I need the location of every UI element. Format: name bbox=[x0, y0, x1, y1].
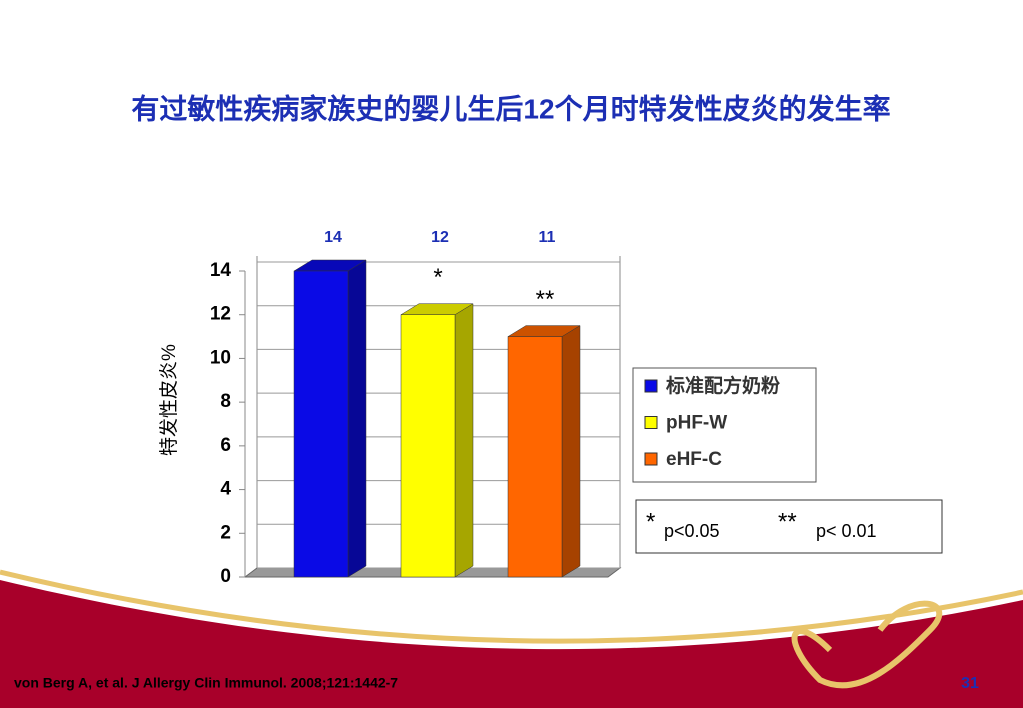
y-tick-label: 6 bbox=[220, 435, 231, 456]
significance-text: p< 0.01 bbox=[816, 521, 877, 541]
annotation: ** bbox=[536, 286, 555, 313]
bar bbox=[507, 336, 563, 578]
annotation: * bbox=[433, 264, 442, 291]
y-tick-label: 0 bbox=[220, 566, 231, 587]
value-label: 12 bbox=[431, 229, 449, 246]
significance-symbol: ** bbox=[778, 508, 797, 535]
value-label: 14 bbox=[324, 229, 342, 246]
legend-label: 标准配方奶粉 bbox=[666, 374, 780, 397]
bar bbox=[293, 270, 349, 578]
significance-text: p<0.05 bbox=[664, 521, 720, 541]
legend-swatch bbox=[644, 452, 658, 466]
legend-swatch bbox=[644, 379, 658, 393]
significance-box bbox=[635, 499, 943, 554]
significance-symbol: * bbox=[646, 508, 655, 535]
bar-side bbox=[454, 303, 474, 578]
y-tick-label: 4 bbox=[220, 479, 231, 500]
bar-side bbox=[347, 259, 367, 578]
legend-box bbox=[632, 367, 817, 483]
legend-swatch bbox=[644, 416, 658, 429]
legend-label: pHF-W bbox=[666, 413, 727, 434]
footer-curve bbox=[0, 569, 1023, 644]
bar bbox=[400, 314, 456, 578]
value-label: 11 bbox=[539, 229, 556, 246]
page-number: 31 bbox=[961, 675, 979, 692]
heart-decoration bbox=[791, 600, 943, 689]
y-tick-label: 8 bbox=[220, 391, 231, 412]
y-tick-label: 10 bbox=[210, 347, 231, 368]
citation: von Berg A, et al. J Allergy Clin Immuno… bbox=[14, 675, 398, 691]
footer-band bbox=[0, 580, 1023, 708]
y-axis-label: 特发性皮炎% bbox=[158, 344, 180, 456]
chart-title: 有过敏性疾病家族史的婴儿生后12个月时特发性皮炎的发生率 bbox=[131, 92, 890, 124]
y-tick-label: 12 bbox=[210, 304, 231, 325]
legend-label: eHF-C bbox=[666, 449, 722, 470]
y-tick-label: 14 bbox=[210, 260, 232, 281]
bar-side bbox=[561, 325, 581, 578]
y-tick-label: 2 bbox=[220, 522, 231, 543]
